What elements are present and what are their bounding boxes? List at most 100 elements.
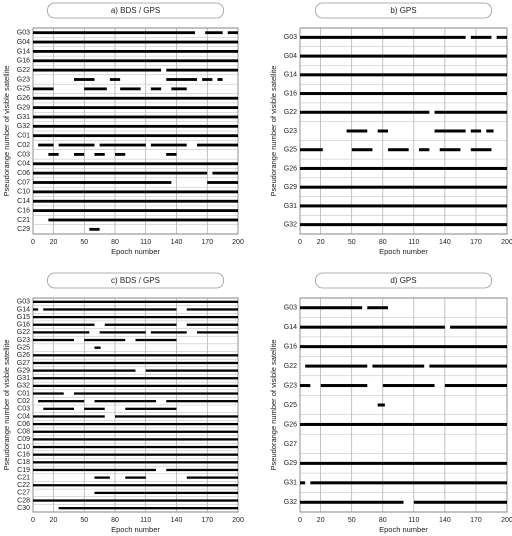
y-tick-label: G32 xyxy=(17,383,30,390)
y-tick-label: G23 xyxy=(284,382,297,389)
y-tick-label: C04 xyxy=(17,161,30,168)
visibility-segment xyxy=(434,129,466,133)
y-tick-label: G14 xyxy=(284,324,297,331)
visibility-segment xyxy=(94,476,110,479)
visibility-segment xyxy=(74,392,238,395)
x-tick-label: 140 xyxy=(171,517,183,524)
visibility-segment xyxy=(120,87,141,91)
y-axis-title: Pseudorange number of visible satellite xyxy=(2,66,11,197)
visibility-segment xyxy=(470,129,482,133)
visibility-segment xyxy=(43,308,177,311)
visibility-segment xyxy=(166,468,238,472)
y-axis-title: Pseudorange number of visible satellite xyxy=(269,340,278,471)
visibility-segment xyxy=(434,110,507,114)
visibility-segment xyxy=(413,500,507,504)
x-tick-label: 200 xyxy=(232,517,244,524)
visibility-segment xyxy=(300,500,404,504)
y-tick-label: G29 xyxy=(17,367,30,374)
visibility-segment xyxy=(300,461,507,465)
visibility-segment xyxy=(94,400,156,403)
y-tick-label: G25 xyxy=(17,86,30,93)
visibility-segment xyxy=(33,106,238,109)
visibility-segment xyxy=(135,338,177,342)
y-tick-label: G22 xyxy=(284,109,297,116)
visibility-segment xyxy=(439,148,461,152)
visibility-segment xyxy=(305,364,368,368)
visibility-segment xyxy=(217,78,223,81)
y-tick-label: G15 xyxy=(17,314,30,321)
y-tick-label: G03 xyxy=(17,299,30,306)
visibility-segment xyxy=(496,35,507,39)
x-tick-label: 110 xyxy=(408,517,419,524)
y-tick-label: G16 xyxy=(284,343,297,350)
y-tick-label: C28 xyxy=(17,497,30,504)
x-tick-label: 50 xyxy=(80,517,88,524)
y-tick-label: G03 xyxy=(17,30,30,37)
x-axis-title: Epoch number xyxy=(379,525,428,534)
visibility-segment xyxy=(109,78,121,81)
visibility-segment xyxy=(33,415,105,418)
visibility-segment xyxy=(300,306,363,310)
x-tick-label: 80 xyxy=(111,517,119,524)
y-axis-title: Pseudorange number of visible satellite xyxy=(2,340,11,471)
x-tick-label: 110 xyxy=(140,517,151,524)
visibility-segment xyxy=(38,143,54,147)
y-tick-label: G32 xyxy=(17,123,30,130)
visibility-segment xyxy=(300,325,445,329)
y-tick-label: C01 xyxy=(17,390,30,397)
visibility-segment xyxy=(186,323,238,326)
visibility-segment xyxy=(300,73,507,77)
visibility-segment xyxy=(33,453,238,456)
visibility-segment xyxy=(33,369,136,372)
x-tick-label: 80 xyxy=(379,517,387,524)
y-tick-label: C04 xyxy=(17,413,30,420)
visibility-segment xyxy=(33,323,95,326)
y-tick-label: C27 xyxy=(17,490,30,497)
y-tick-label: C02 xyxy=(17,398,30,405)
visibility-segment xyxy=(33,422,238,426)
visibility-segment xyxy=(74,78,95,81)
y-tick-label: G26 xyxy=(17,352,30,359)
visibility-segment xyxy=(207,181,238,184)
y-tick-label: G03 xyxy=(284,34,297,41)
visibility-segment xyxy=(33,361,238,365)
visibility-segment xyxy=(33,468,156,472)
y-tick-label: G25 xyxy=(17,345,30,352)
x-tick-label: 0 xyxy=(31,517,35,524)
visibility-segment xyxy=(300,110,430,114)
y-tick-label: G26 xyxy=(284,165,297,172)
visibility-segment xyxy=(205,31,223,35)
visibility-segment xyxy=(300,223,507,227)
visibility-segment xyxy=(33,96,238,100)
visibility-segment xyxy=(33,124,238,128)
visibility-segment xyxy=(150,331,187,334)
y-tick-label: G14 xyxy=(17,48,30,55)
visibility-segment xyxy=(33,308,39,311)
y-tick-label: C10 xyxy=(17,189,30,196)
visibility-segment xyxy=(33,338,74,342)
y-tick-label: C10 xyxy=(17,444,30,451)
visibility-segment xyxy=(310,481,507,485)
visibility-segment xyxy=(104,323,177,326)
visibility-segment xyxy=(84,407,105,410)
visibility-segment xyxy=(99,331,146,334)
panel-title: c) BDS / GPS xyxy=(111,276,160,285)
visibility-segment xyxy=(387,148,409,152)
visibility-segment xyxy=(99,143,146,147)
visibility-segment xyxy=(300,148,323,152)
visibility-segment xyxy=(186,476,238,479)
y-tick-label: G29 xyxy=(284,184,297,191)
x-tick-label: 50 xyxy=(348,517,356,524)
visibility-segment xyxy=(115,415,238,418)
visibility-segment xyxy=(145,369,238,372)
y-tick-label: G22 xyxy=(17,329,30,336)
visibility-segment xyxy=(89,227,100,231)
panel-title: a) BDS / GPS xyxy=(111,6,160,15)
visibility-segment xyxy=(382,384,435,388)
visibility-segment xyxy=(33,199,238,203)
visibility-segment xyxy=(48,153,59,156)
visibility-segment xyxy=(33,68,162,72)
visibility-segment xyxy=(300,422,507,426)
y-tick-label: G29 xyxy=(284,460,297,467)
visibility-segment xyxy=(300,185,507,189)
